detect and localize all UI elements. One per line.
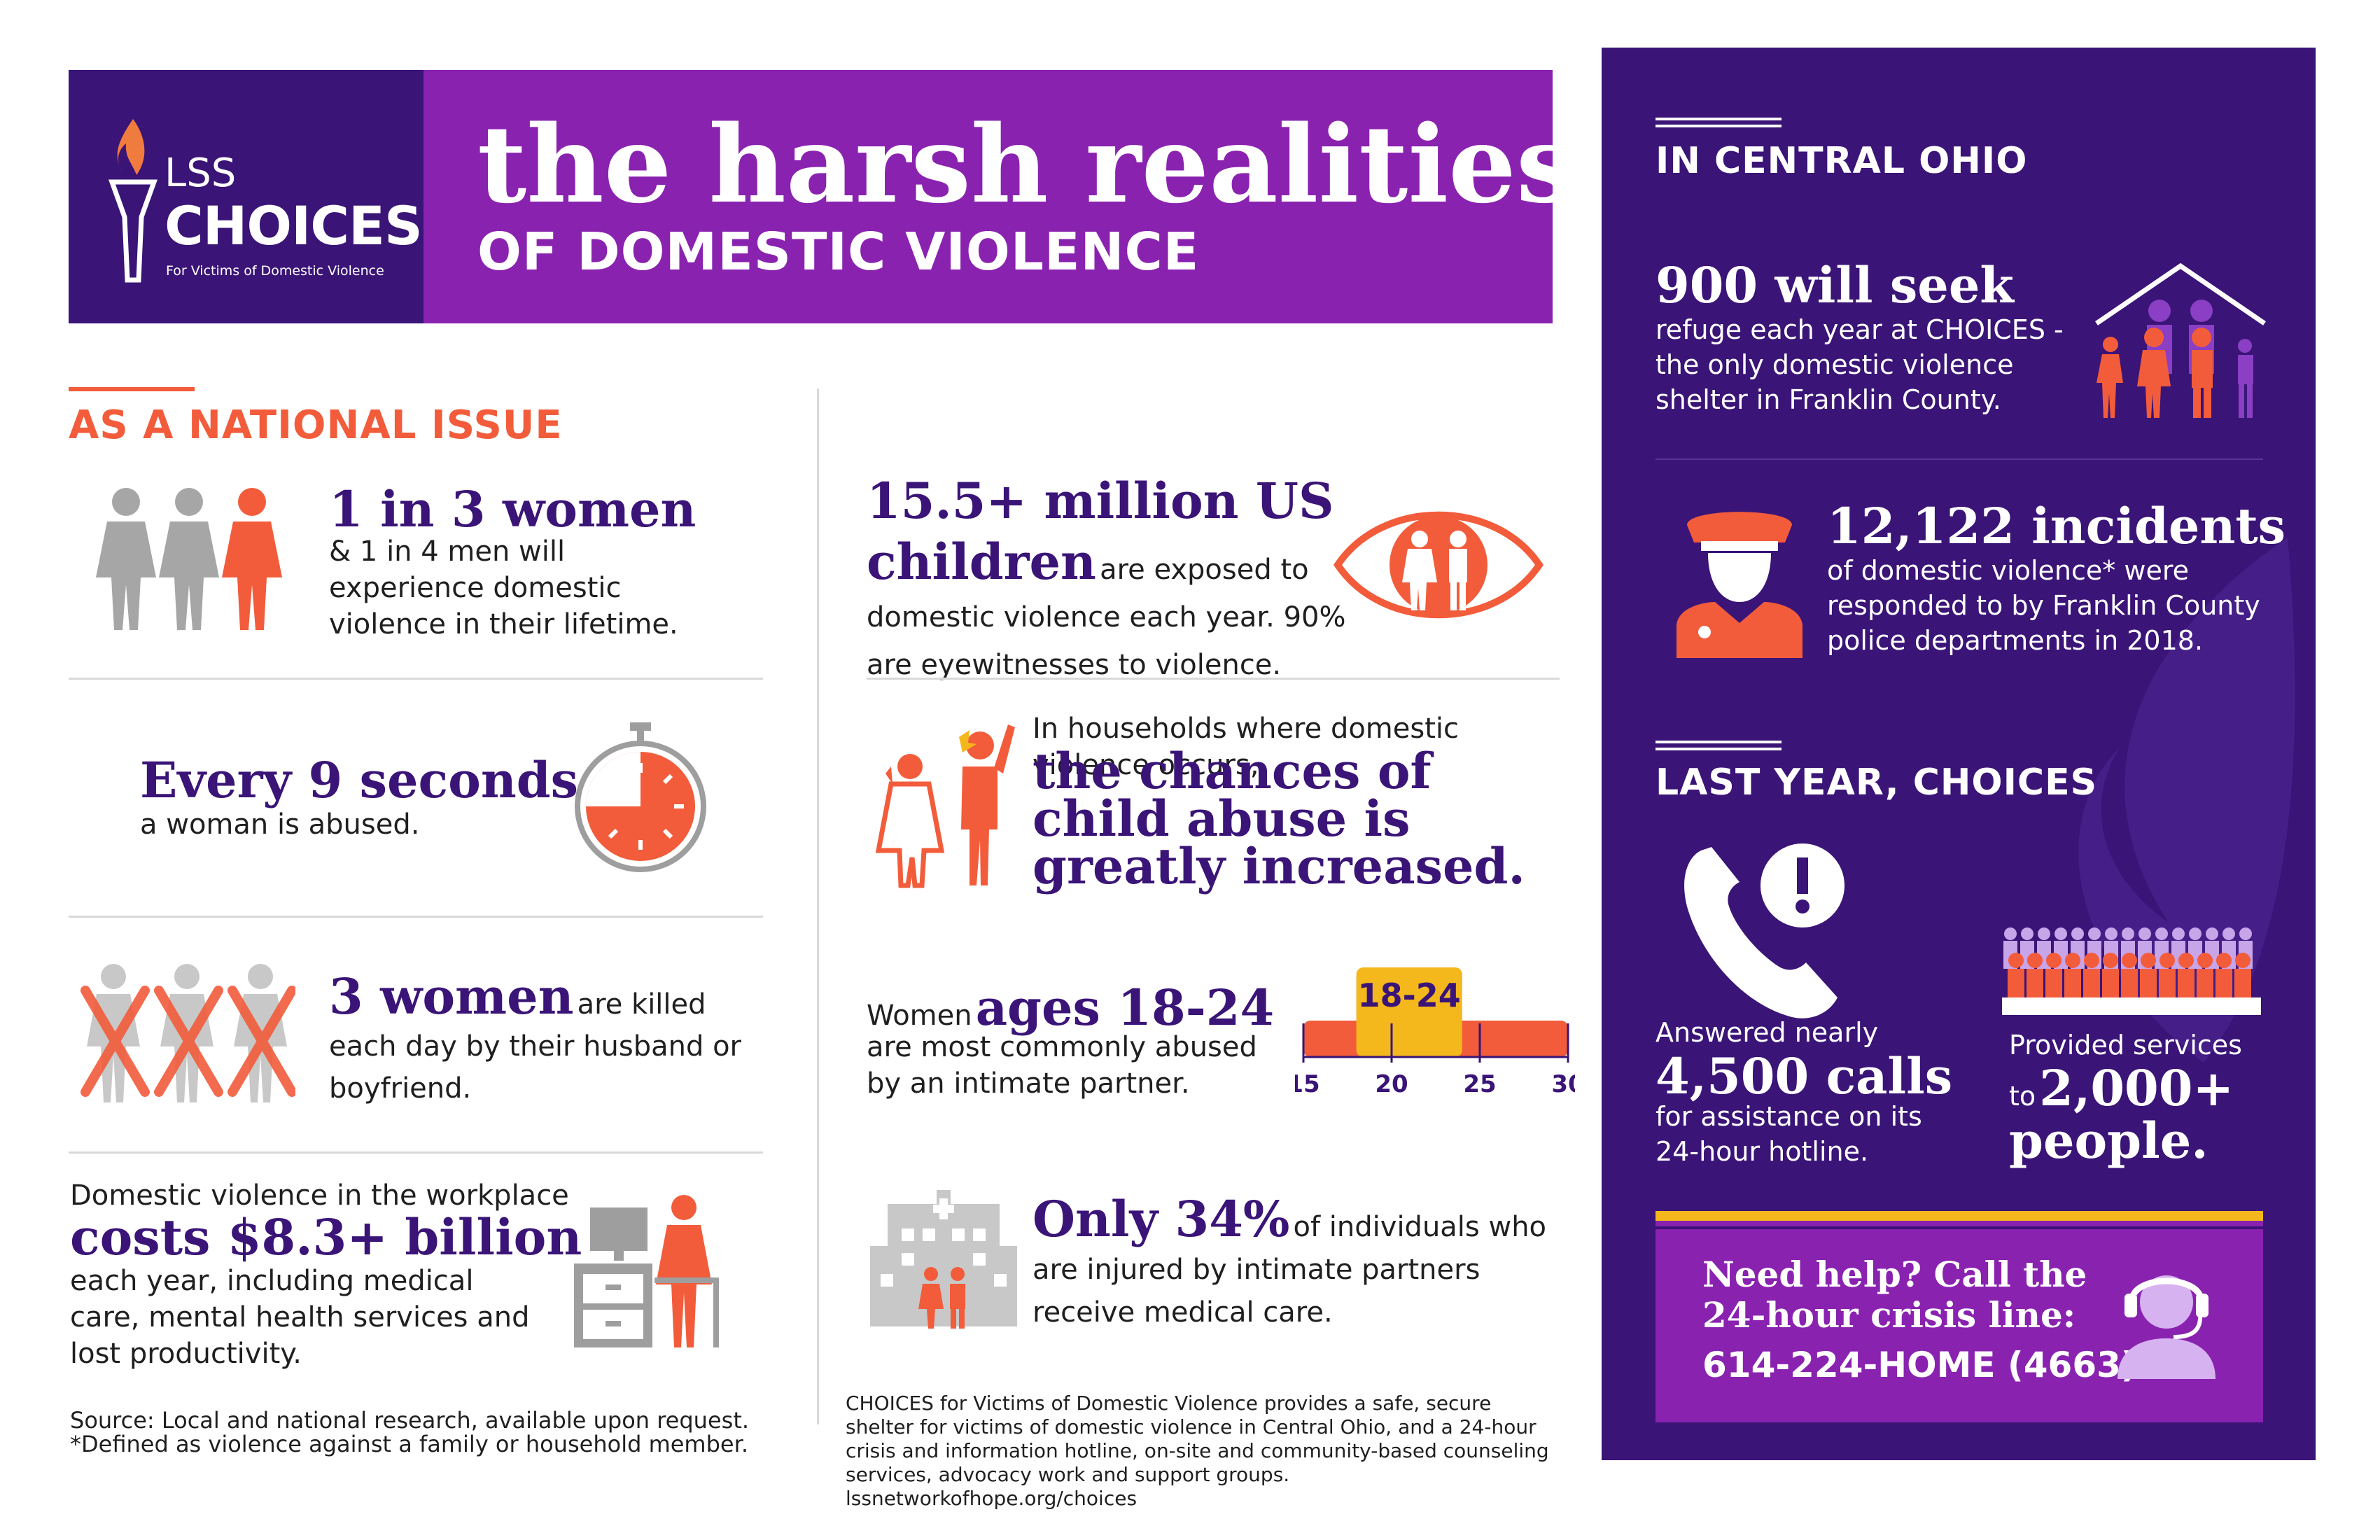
stat-children: 15.5+ million US children are exposed to… [867, 477, 1371, 694]
divider [867, 678, 1560, 680]
stat-three-women: 3 women are killed each day by their hus… [329, 972, 749, 1112]
logo-choices: CHOICES [164, 195, 423, 257]
definition-note: *Defined as violence against a family or… [70, 1431, 748, 1457]
stat-people-pre: Provided services [2009, 1030, 2242, 1060]
age-tick-label: 30 [1551, 1070, 1575, 1098]
divider [69, 1152, 763, 1154]
crossed-women-icon [80, 964, 295, 1102]
crisis-line-text2: 24-hour crisis line: [1702, 1294, 2076, 1336]
source-note: Source: Local and national research, ava… [70, 1407, 750, 1434]
stat-child-abuse-pre: In households where domestic violence oc… [1032, 713, 1460, 781]
stat-workplace-pre: Domestic violence in the workplace [70, 1180, 569, 1212]
title-banner [424, 70, 1553, 323]
age-range-graphic: 18-24 15 20 25 30 [1287, 967, 1585, 1098]
age-highlight [1356, 967, 1462, 1057]
stripe-gap [1656, 1226, 2263, 1229]
stat-shelter-text: refuge each year at CHOICES - the only d… [1656, 314, 2064, 415]
logo-lss: LSS [164, 150, 237, 196]
stat-three-women-text: are killed each day by their husband or … [329, 988, 741, 1105]
age-tick-label: 25 [1463, 1070, 1496, 1098]
accent-line [1656, 741, 1782, 743]
stat-people-to: to [2009, 1081, 2036, 1112]
divider [69, 916, 763, 918]
phone-alert-icon [1684, 844, 1844, 1018]
stat-calls-big: 4,500 calls [1656, 1047, 1953, 1105]
stat-ages-text: are most commonly abused by an intimate … [867, 1031, 1257, 1100]
stat-every-nine-seconds: Every 9 seconds, [140, 751, 596, 809]
hospital-icon [870, 1190, 1017, 1329]
age-tick-label: 20 [1375, 1070, 1408, 1098]
stat-three-women-big: 3 women [329, 967, 574, 1026]
stat-incidents-text: of domestic violence* were responded to … [1827, 555, 2260, 656]
stat-children-text: are exposed to domestic violence each ye… [867, 554, 1346, 681]
stat-children-big: 15.5+ million US children [867, 472, 1334, 591]
stat-ages-big: ages 18-24 [975, 979, 1275, 1037]
stat-child-abuse-big: the chances of child abuse is greatly in… [1032, 742, 1525, 895]
stat-workplace-text: each year, including medical care, menta… [70, 1265, 530, 1370]
child-abuse-icon [875, 724, 1015, 888]
crisis-line-phone[interactable]: 614-224-HOME (4663) [1702, 1345, 2137, 1385]
eye-children-icon [1334, 511, 1544, 619]
police-officer-icon [1676, 512, 1802, 658]
section-heading-national: AS A NATIONAL ISSUE [69, 402, 563, 448]
section-accent-line [69, 387, 195, 391]
age-range-scale: 18-24 15 20 25 30 [1287, 959, 1585, 1099]
stat-medical-care: Only 34% of individuals who are injured … [1032, 1195, 1564, 1337]
panel-divider [1656, 458, 2263, 460]
column-separator [817, 388, 819, 1424]
stat-shelter-big: 900 will seek [1656, 256, 2014, 314]
divider [69, 678, 763, 680]
section-heading-central-ohio: IN CENTRAL OHIO [1656, 140, 2028, 182]
section-heading-last-year: LAST YEAR, CHOICES [1656, 762, 2098, 804]
family-shelter-icon [2095, 262, 2266, 418]
stat-every-nine-seconds-text: a woman is abused. [140, 808, 420, 841]
stat-one-in-three-text: & 1 in 4 men will experience domestic vi… [329, 536, 678, 640]
stat-people-big: 2,000+ [2039, 1059, 2234, 1117]
headset-operator-icon [2118, 1275, 2216, 1379]
age-highlight-label: 18-24 [1358, 976, 1461, 1014]
stat-incidents-big: 12,122 incidents [1827, 497, 2286, 555]
accent-line [1656, 748, 1782, 750]
choices-description: CHOICES for Victims of Domestic Violence… [846, 1392, 1549, 1510]
stat-calls-text: for assistance on its 24-hour hotline. [1656, 1101, 1922, 1167]
crisis-line-text1: Need help? Call the [1702, 1254, 2087, 1295]
three-women-icon [96, 488, 282, 630]
page-subtitle: OF DOMESTIC VIOLENCE [477, 222, 1200, 282]
stat-medical-care-text: of individuals who are injured by intima… [1032, 1211, 1547, 1329]
stat-medical-care-big: Only 34% [1032, 1190, 1290, 1248]
age-tick-label: 15 [1295, 1070, 1320, 1098]
stat-ages-pre: Women [867, 1000, 972, 1032]
stat-workplace-cost: costs $8.3+ billion [70, 1208, 582, 1266]
page-title: the harsh realities [477, 102, 1576, 227]
stat-people-line: to 2,000+ [2009, 1060, 2234, 1130]
accent-line [1656, 118, 1782, 120]
stat-calls-pre: Answered nearly [1656, 1017, 1879, 1048]
logo-tagline: For Victims of Domestic Violence [166, 263, 384, 279]
stat-ages: Women ages 18-24 [867, 980, 1301, 1049]
stat-people-big2: people. [2009, 1112, 2208, 1170]
stopwatch-icon [575, 722, 706, 872]
accent-line [1656, 125, 1782, 127]
stat-one-in-three: 1 in 3 women [329, 480, 696, 538]
crowd-icon [2002, 927, 2261, 1015]
office-worker-icon [574, 1195, 719, 1348]
crisis-line-stripe [1656, 1211, 2263, 1221]
torch-icon [108, 119, 158, 283]
